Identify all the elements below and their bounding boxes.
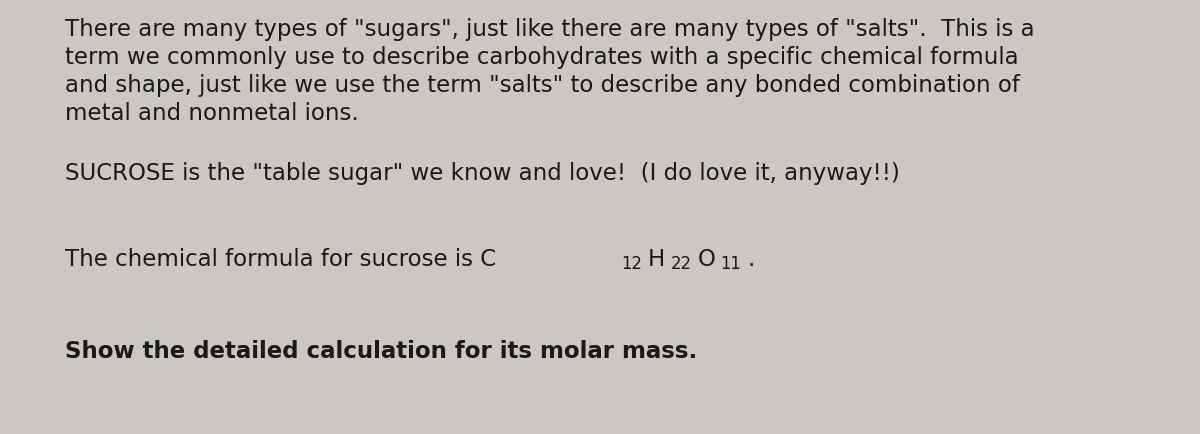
Text: Show the detailed calculation for its molar mass.: Show the detailed calculation for its mo… (65, 339, 697, 362)
Text: SUCROSE is the "table sugar" we know and love!  (I do love it, anyway!!): SUCROSE is the "table sugar" we know and… (65, 161, 900, 184)
Text: term we commonly use to describe carbohydrates with a specific chemical formula: term we commonly use to describe carbohy… (65, 46, 1019, 69)
Text: H: H (648, 247, 666, 270)
Text: metal and nonmetal ions.: metal and nonmetal ions. (65, 102, 359, 125)
Text: 22: 22 (671, 254, 691, 273)
Text: O: O (697, 247, 715, 270)
Text: 12: 12 (622, 254, 642, 273)
Text: The chemical formula for sucrose is C: The chemical formula for sucrose is C (65, 247, 496, 270)
Text: 11: 11 (721, 254, 742, 273)
Text: There are many types of "sugars", just like there are many types of "salts".  Th: There are many types of "sugars", just l… (65, 18, 1034, 41)
Text: and shape, just like we use the term "salts" to describe any bonded combination : and shape, just like we use the term "sa… (65, 74, 1020, 97)
Text: .: . (748, 247, 755, 270)
